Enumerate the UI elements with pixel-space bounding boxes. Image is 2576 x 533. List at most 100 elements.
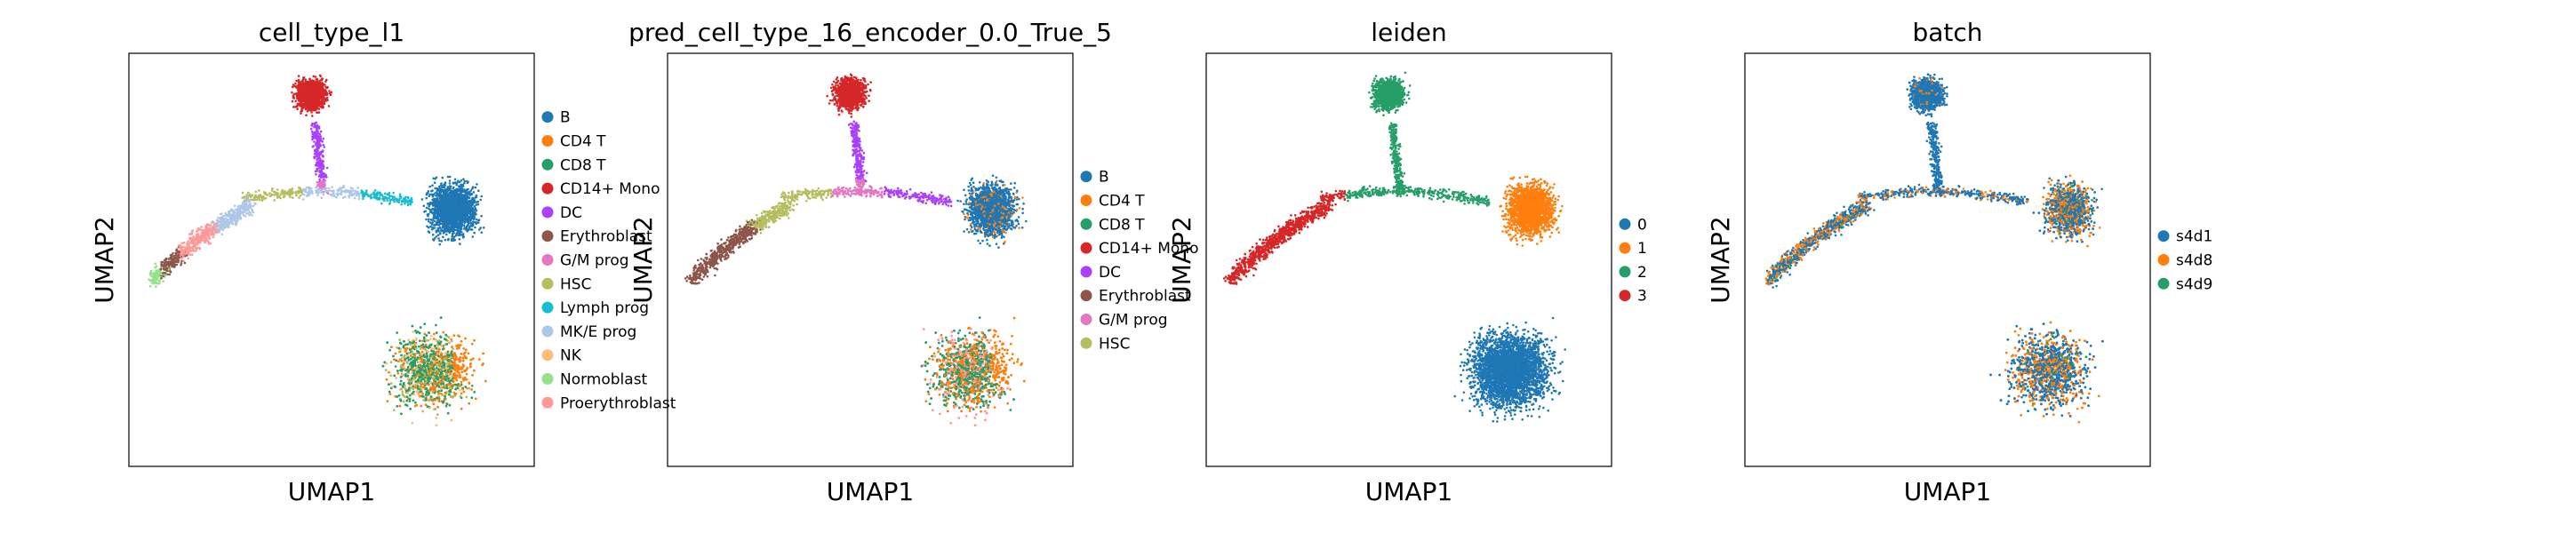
scatter-point [297, 89, 300, 92]
scatter-point [431, 208, 434, 211]
scatter-point [480, 214, 483, 218]
scatter-point [422, 204, 426, 208]
scatter-point [308, 193, 311, 195]
scatter-point [388, 192, 391, 195]
scatter-point [373, 189, 377, 192]
scatter-point [450, 206, 453, 210]
scatter-point [299, 95, 301, 99]
scatter-point [400, 203, 403, 206]
scatter-point [473, 231, 476, 235]
scatter-point [379, 194, 382, 197]
scatter-point [355, 192, 358, 195]
scatter-point [316, 146, 319, 149]
scatter-point [259, 198, 261, 202]
scatter-point [348, 194, 352, 196]
scatter-point [159, 268, 163, 271]
scatter-point [342, 184, 346, 187]
scatter-point [284, 195, 286, 197]
scatter-point [316, 184, 319, 187]
scatter-point [453, 226, 457, 228]
scatter-point [461, 217, 465, 220]
scatter-point [194, 245, 196, 248]
scatter-point [459, 194, 461, 196]
scatter-point [317, 81, 321, 84]
scatter-point [310, 190, 313, 194]
scatter-point [313, 105, 316, 107]
scatter-point [300, 109, 304, 113]
scatter-point [180, 242, 184, 245]
scatter-point [153, 279, 156, 282]
scatter-point [430, 223, 434, 226]
scatter-point [330, 91, 333, 94]
scatter-point [436, 223, 438, 227]
scatter-point [206, 223, 210, 227]
scatter-point [326, 190, 329, 193]
scatter-point [365, 189, 368, 192]
scatter-point [242, 208, 244, 211]
scatter-point [468, 192, 471, 195]
scatter-point [440, 182, 443, 185]
scatter-point [158, 270, 162, 274]
scatter-point [344, 195, 347, 198]
scatter-point [296, 96, 299, 99]
scatter-point [438, 185, 441, 188]
scatter-point [317, 155, 321, 159]
scatter-point [167, 268, 171, 271]
scatter-point [299, 187, 301, 190]
scatter-point [154, 262, 156, 266]
scatter-point [443, 186, 446, 189]
scatter-point [192, 243, 196, 245]
scatter-point [438, 239, 441, 243]
scatter-point [321, 172, 324, 176]
scatter-point [196, 239, 200, 243]
scatter-point [462, 233, 465, 235]
scatter-point [320, 171, 324, 173]
scatter-point [292, 106, 295, 108]
scatter-point [398, 193, 402, 196]
scatter-point [472, 191, 476, 194]
scatter-point [447, 209, 450, 212]
scatter-point [348, 195, 351, 199]
scatter-point [348, 192, 351, 195]
scatter-point [454, 196, 457, 199]
scatter-point [241, 196, 244, 199]
scatter-point [209, 227, 212, 230]
scatter-point [469, 228, 473, 231]
scatter-point [249, 199, 252, 203]
scatter-point [468, 196, 471, 199]
scatter-point [324, 97, 327, 100]
scatter-point [296, 107, 299, 110]
scatter-point [341, 196, 345, 199]
scatter-point [154, 266, 156, 269]
scatter-point [314, 163, 317, 167]
scatter-point [393, 195, 396, 198]
scatter-point [317, 143, 321, 147]
scatter-point [291, 99, 294, 103]
scatter-point [326, 192, 330, 195]
scatter-point [205, 231, 209, 234]
scatter-point [300, 80, 302, 84]
scatter-point [462, 194, 465, 196]
scatter-point [430, 202, 434, 204]
scatter-point [212, 227, 215, 230]
scatter-point [463, 179, 467, 183]
scatter-point [300, 83, 302, 85]
scatter-point [398, 195, 402, 198]
scatter-point [459, 243, 461, 245]
scatter-point [292, 97, 295, 99]
scatter-point [222, 218, 226, 220]
scatter-point [307, 190, 310, 194]
scatter-point [475, 218, 478, 221]
scatter-point [439, 199, 443, 203]
scatter-point [433, 224, 436, 227]
scatter-point [442, 235, 444, 239]
scatter-point [444, 195, 447, 197]
scatter-point [310, 88, 313, 91]
scatter-point [244, 196, 247, 200]
scatter-point [306, 101, 309, 105]
scatter-point [482, 226, 485, 229]
scatter-point [356, 187, 360, 189]
scatter-point [327, 187, 331, 190]
scatter-point [443, 191, 446, 194]
scatter-point [452, 239, 455, 243]
